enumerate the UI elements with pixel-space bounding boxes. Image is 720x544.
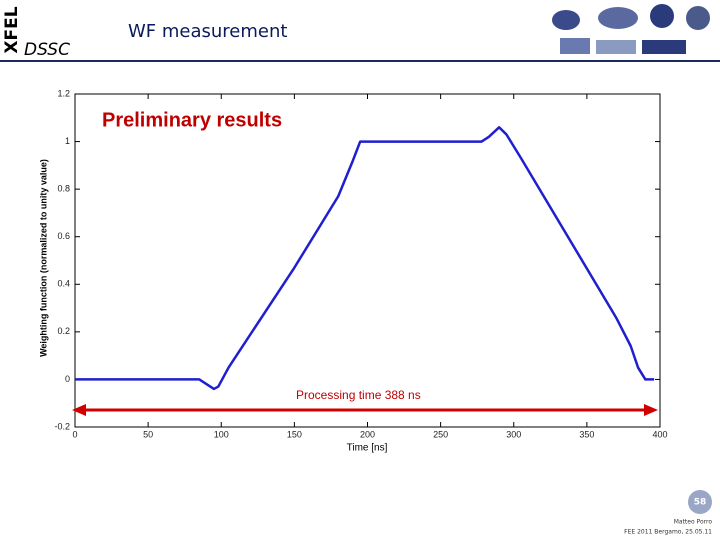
page-number: 58 — [694, 498, 707, 508]
y-tick-label: 0.2 — [57, 326, 70, 336]
x-tick-label: 150 — [287, 429, 302, 439]
y-axis-label: Weighting function (normalized to unity … — [38, 159, 48, 357]
annotation: Preliminary results — [102, 109, 282, 131]
plot: -0.200.20.40.60.811.20 50 100 150 200 250 300 3… — [54, 88, 667, 439]
x-tick-label: 250 — [433, 429, 448, 439]
logo — [642, 40, 686, 54]
event: FEE 2011 Bergamo, 25.05.11 — [624, 529, 712, 536]
logo — [596, 40, 636, 54]
arrow-head — [72, 404, 86, 416]
x-tick-label: 100 — [214, 429, 229, 439]
logo — [598, 7, 638, 29]
page-badge — [688, 490, 712, 514]
subtitle: DSSC — [24, 40, 70, 60]
x-tick-label: 50 — [143, 429, 153, 439]
x-axis-label: Time [ns] — [347, 443, 388, 454]
y-tick-label: 1 — [65, 136, 70, 146]
y-tick-label: 1.2 — [57, 88, 70, 98]
arrow-head — [644, 404, 658, 416]
x-tick-label: 350 — [579, 429, 594, 439]
partner-logos — [552, 4, 710, 54]
x-tick-label: 300 — [506, 429, 521, 439]
y-tick-label: -0.2 — [54, 421, 70, 431]
x-tick-label: 200 — [360, 429, 375, 439]
logo — [650, 4, 674, 28]
y-tick-label: 0.8 — [57, 184, 70, 194]
logo-text: XFEL — [2, 6, 22, 53]
y-tick-label: 0.6 — [57, 231, 70, 241]
slide-title: WF measurement — [128, 21, 287, 42]
x-tick-label: 400 — [652, 429, 667, 439]
logo — [560, 38, 590, 54]
logo — [686, 6, 710, 30]
y-tick-label: 0.4 — [57, 279, 70, 289]
y-tick-label: 0 — [65, 374, 70, 384]
author: Matteo Porro — [674, 519, 713, 526]
annotation: Processing time 388 ns — [296, 388, 421, 402]
data-line — [75, 126, 655, 391]
x-tick-label: 0 — [72, 429, 77, 439]
logo — [552, 10, 580, 30]
span-arrow — [72, 404, 658, 416]
